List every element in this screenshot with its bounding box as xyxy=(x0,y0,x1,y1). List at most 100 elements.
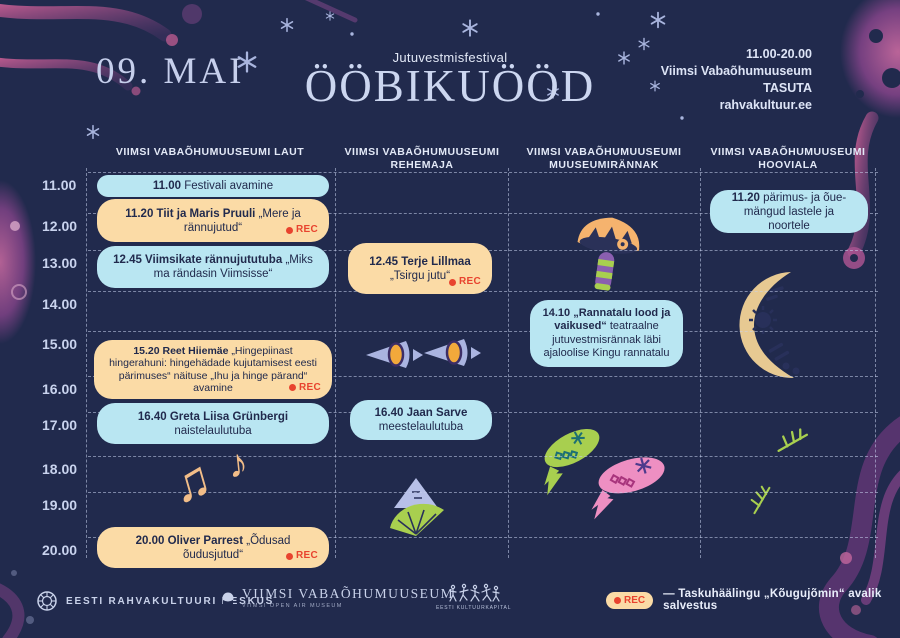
blob-bottom-left-decoration xyxy=(0,570,34,638)
event-text: Festivali avamine xyxy=(184,180,274,192)
event-text: teatraalne jutuvestmisrännak läbi ajaloo… xyxy=(543,320,670,359)
event-card-ouemangud[interactable]: 11.20 pärimus- ja õue-mängud lastele ja … xyxy=(710,190,868,233)
grid-line xyxy=(700,168,701,558)
rec-legend-pill: REC xyxy=(606,591,654,609)
fish-icon-green xyxy=(544,429,600,496)
festival-subtitle: Jutuvestmisfestival xyxy=(392,50,508,65)
event-text: „Tsirgu jutu“ xyxy=(389,269,451,282)
logo-text: EESTI KULTUURKAPITAL xyxy=(436,605,512,611)
rec-legend: REC — Taskuhäälingu „Kõugujõmin“ avalik … xyxy=(606,588,900,612)
mushroom-icon xyxy=(577,217,640,291)
info-venue: Viimsi Vabaõhumuuseum xyxy=(660,64,812,78)
rec-dot-icon xyxy=(614,596,621,604)
event-text: pärimus- ja õue-mängud lastele ja noorte… xyxy=(743,191,847,232)
time-label: 13.00 xyxy=(42,255,78,271)
grid-line xyxy=(875,168,876,558)
festival-date: 09. MAI xyxy=(96,51,245,92)
time-label: 11.00 xyxy=(42,177,77,193)
music-note-icon: ♪ xyxy=(225,441,251,487)
grid-line xyxy=(508,168,509,558)
event-time: 11.00 xyxy=(152,180,182,192)
time-label: 18.00 xyxy=(42,461,78,477)
time-label: 16.00 xyxy=(42,381,78,397)
event-text: „Mere ja rännujutud“ xyxy=(183,207,301,234)
event-card-pruuli[interactable]: 11.20 Tiit ja Maris Pruuli „Mere ja ränn… xyxy=(97,199,329,242)
event-card-rannatalu[interactable]: 14.10 „Rannatalu lood ja vaikused“ teatr… xyxy=(530,300,683,367)
rec-legend-text: — Taskuhäälingu „Kõugujõmin“ avalik salv… xyxy=(663,588,882,612)
sprig-icon xyxy=(777,428,809,452)
rec-badge: REC xyxy=(285,223,318,237)
info-website[interactable]: rahvakultuur.ee xyxy=(719,98,812,112)
column-header-rehemaja: VIIMSI VABAÕHUMUUSEUMI REHEMAJA xyxy=(344,146,500,171)
rec-dot-icon xyxy=(288,384,296,392)
event-card-viimsikate[interactable]: 12.45 Viimsikate rännujututuba „Miks ma … xyxy=(97,246,329,288)
grid-line xyxy=(335,168,336,558)
time-label: 17.00 xyxy=(42,417,78,433)
moon-icon xyxy=(739,272,800,379)
music-note-icon: ♫ xyxy=(164,448,219,516)
time-label: 12.00 xyxy=(42,218,78,234)
grid-line xyxy=(88,172,878,173)
event-text: „Õdusad õudusjutud“ xyxy=(182,534,291,561)
event-time: 16.40 Greta Liisa Grünbergi xyxy=(137,410,289,423)
rec-badge: REC xyxy=(288,382,321,395)
festival-info: 11.00-20.00 Viimsi Vabaõhumuuseum TASUTA… xyxy=(661,46,812,114)
event-card-lillmaa[interactable]: 12.45 Terje Lillmaa „Tsirgu jutu“ REC xyxy=(348,243,492,294)
event-time: 11.20 Tiit ja Maris Pruuli xyxy=(125,207,256,220)
rec-dot-icon xyxy=(448,278,456,286)
event-text: „Hingepiinast hingerahuni: hingehädade k… xyxy=(109,344,317,395)
info-free: TASUTA xyxy=(763,81,812,95)
event-time: 16.40 Jaan Sarve xyxy=(374,407,468,419)
grid-line xyxy=(88,213,878,214)
logo-subtext: VIIMSI OPEN AIR MUSEUM xyxy=(242,603,343,609)
grid-line xyxy=(88,376,878,377)
event-card-hiiemae[interactable]: 15.20 Reet Hiiemäe „Hingepiinast hingera… xyxy=(94,340,332,399)
viimsi-logo-icon xyxy=(222,592,234,604)
grid-line xyxy=(86,168,87,558)
rahvakultuur-logo-icon xyxy=(37,591,57,611)
grid-line xyxy=(88,492,878,493)
event-text: „Miks ma rändasin Viimsisse“ xyxy=(153,254,313,280)
grid-line xyxy=(88,331,878,332)
grid-line xyxy=(88,537,878,538)
column-header-hooviala: VIIMSI VABAÕHUMUUSEUMI HOOVIALA xyxy=(710,146,866,171)
event-text: naistelaulutuba xyxy=(174,424,252,437)
rec-dot-icon xyxy=(285,552,293,560)
column-header-laut: VIIMSI VABAÕHUMUUSEUMI LAUT xyxy=(115,146,305,158)
event-card-sarve[interactable]: 16.40 Jaan Sarve meestelaulutuba xyxy=(350,400,492,440)
info-hours: 11.00-20.00 xyxy=(745,47,812,61)
logo-kultuurkapital: EESTI KULTUURKAPITAL xyxy=(436,583,511,611)
event-card-grunbergi[interactable]: 16.40 Greta Liisa Grünbergi naistelaulut… xyxy=(97,403,329,444)
bird-icon xyxy=(390,478,444,536)
grid-line xyxy=(88,456,878,457)
event-time: 14.10 „Rannatalu lood ja vaikused“ xyxy=(542,306,671,333)
event-time: 12.45 Viimsikate rännujututuba xyxy=(113,254,283,266)
rec-badge: REC xyxy=(448,275,481,289)
blob-left-decoration xyxy=(0,180,36,344)
kultuurkapital-logo-icon xyxy=(449,583,500,602)
event-time: 11.20 xyxy=(731,191,760,204)
time-label: 19.00 xyxy=(42,497,78,513)
time-label: 14.00 xyxy=(42,296,78,312)
logo-text: EESTI RAHVAKULTUURI KESKUS xyxy=(66,595,275,607)
fish-icon-pink xyxy=(591,457,665,520)
sprig-icon xyxy=(750,485,771,515)
event-time: 12.45 Terje Lillmaa xyxy=(369,255,471,268)
eye-icon xyxy=(366,341,423,368)
logo-rahvakultuuri-keskus: EESTI RAHVAKULTUURI KESKUS xyxy=(36,590,274,612)
time-label: 20.00 xyxy=(42,542,78,558)
logo-text: VIIMSI VABAÕHUMUUSEUM xyxy=(242,586,455,601)
festival-title: ÖÖBIKUÖÖD xyxy=(304,61,596,111)
rec-badge: REC xyxy=(285,549,318,563)
column-header-muuseumirannak: VIIMSI VABAÕHUMUUSEUMI MUUSEUMIRÄNNAK xyxy=(526,146,682,171)
event-time: 20.00 Oliver Parrest xyxy=(135,534,244,547)
event-card-festivali-avamine[interactable]: 11.00 Festivali avamine xyxy=(97,175,329,197)
time-label: 15.00 xyxy=(42,336,78,352)
rec-label: REC xyxy=(624,594,646,606)
rec-dot-icon xyxy=(285,226,293,234)
eye-icon xyxy=(424,339,481,366)
event-card-parrest[interactable]: 20.00 Oliver Parrest „Õdusad õudusjutud“… xyxy=(97,527,329,568)
logo-viimsi-vabaohumuuseum: VIIMSI VABAÕHUMUUSEUM VIIMSI OPEN AIR MU… xyxy=(222,586,454,609)
event-text: meestelaulutuba xyxy=(378,421,464,433)
